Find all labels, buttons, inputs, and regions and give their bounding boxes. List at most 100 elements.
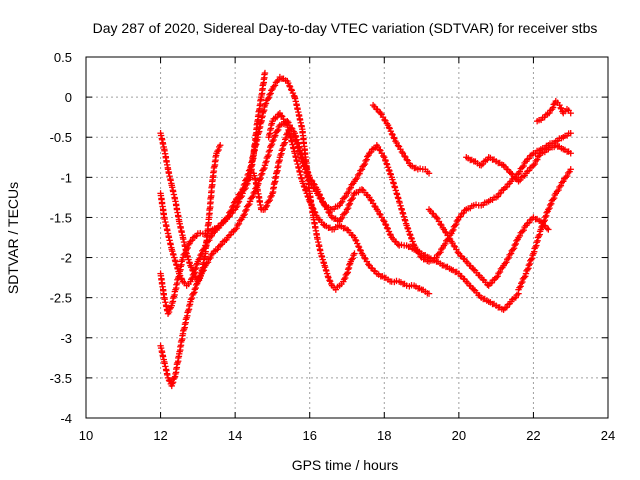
data-point-interp (450, 242, 458, 250)
data-point-interp (254, 131, 262, 138)
data-point-interp (520, 162, 527, 170)
data-point-interp (181, 250, 189, 257)
data-point-interp (391, 184, 399, 191)
data-point-interp (549, 196, 557, 203)
data-point-interp (398, 148, 406, 156)
data-point-interp (294, 160, 301, 168)
data-point-interp (248, 159, 255, 166)
data-point-interp (362, 157, 369, 165)
data-point-interp (163, 367, 170, 374)
data-point-interp (200, 246, 207, 253)
data-point-interp (315, 238, 322, 246)
data-point-interp (525, 262, 533, 269)
data-point-interp (400, 213, 408, 220)
data-point-interp (204, 259, 212, 266)
data-point-interp (527, 256, 535, 263)
data-point-interp (310, 184, 317, 191)
data-point-interp (534, 153, 542, 160)
data-point-interp (337, 215, 344, 223)
data-point-interp (289, 141, 296, 148)
data-point-interp (534, 156, 541, 163)
data-point-interp (417, 253, 424, 260)
data-point-interp (524, 266, 531, 273)
data-point-interp (193, 261, 200, 269)
y-tick-label: -2.5 (50, 291, 72, 306)
data-point (269, 138, 276, 145)
data-point-interp (381, 116, 388, 124)
data-point-interp (295, 164, 302, 172)
data-point-interp (453, 217, 461, 225)
data-point-interp (177, 224, 184, 232)
data-point-interp (273, 128, 281, 135)
data-point-interp (266, 91, 273, 98)
data-point-interp (166, 305, 173, 313)
data-point-interp (307, 180, 315, 188)
data-point-interp (252, 176, 259, 184)
data-point-interp (505, 254, 512, 262)
x-tick-label: 24 (601, 428, 615, 443)
data-point-interp (509, 246, 517, 253)
data-point-interp (398, 206, 406, 214)
data-point (425, 170, 433, 177)
data-point-interp (562, 174, 569, 181)
data-point-interp (497, 265, 505, 273)
data-point-interp (249, 154, 256, 162)
data-point-interp (347, 184, 355, 191)
data-point-interp (513, 237, 520, 245)
data-point-interp (501, 260, 509, 267)
data-point-interp (344, 266, 352, 273)
data-point-interp (353, 174, 361, 182)
data-point-interp (260, 166, 267, 173)
data-point-interp (348, 256, 355, 263)
data-point-interp (437, 249, 444, 256)
data-point-interp (196, 274, 203, 281)
data-point-interp (270, 83, 277, 90)
x-tick-label: 14 (228, 428, 242, 443)
data-point-interp (286, 130, 293, 138)
x-tick-label: 16 (302, 428, 316, 443)
data-point-interp (278, 112, 285, 119)
data-point-interp (558, 179, 566, 186)
data-point-interp (413, 246, 420, 254)
data-point-interp (380, 216, 387, 224)
data-point-interp (244, 171, 251, 179)
data-point-interp (348, 196, 355, 203)
data-point-interp (168, 184, 176, 191)
data-point-interp (292, 154, 300, 161)
data-point-interp (197, 252, 204, 259)
data-point-interp (285, 127, 293, 135)
y-tick-label: -4 (60, 411, 72, 426)
data-point-interp (208, 251, 215, 259)
data-point-interp (178, 229, 185, 236)
data-point-interp (262, 203, 269, 211)
data-point-interp (315, 243, 323, 250)
data-point-interp (445, 235, 453, 242)
x-tick-label: 20 (452, 428, 466, 443)
data-point-interp (532, 157, 540, 165)
data-point-interp (316, 247, 324, 254)
data-point-interp (253, 137, 260, 145)
data-point-interp (250, 148, 258, 156)
data-point-interp (550, 101, 557, 108)
data-point-interp (161, 215, 168, 223)
y-tick-label: -1 (60, 170, 72, 185)
data-point-interp (293, 158, 301, 165)
data-point-interp (337, 199, 344, 207)
data-point-interp (227, 208, 234, 215)
data-point-interp (401, 152, 408, 160)
data-point-interp (185, 241, 192, 249)
data-point-interp (234, 221, 241, 229)
data-point-interp (256, 125, 263, 132)
data-point-interp (345, 201, 352, 209)
data-point-interp (252, 142, 259, 149)
data-point-interp (167, 241, 174, 248)
data-point-interp (162, 299, 169, 306)
data-point (470, 286, 477, 293)
data-point-interp (543, 225, 551, 232)
data-point-interp (258, 114, 266, 121)
data-point-interp (271, 82, 279, 89)
y-tick-label: -0.5 (50, 130, 72, 145)
data-point-interp (519, 228, 526, 235)
data-point-interp (297, 119, 304, 126)
